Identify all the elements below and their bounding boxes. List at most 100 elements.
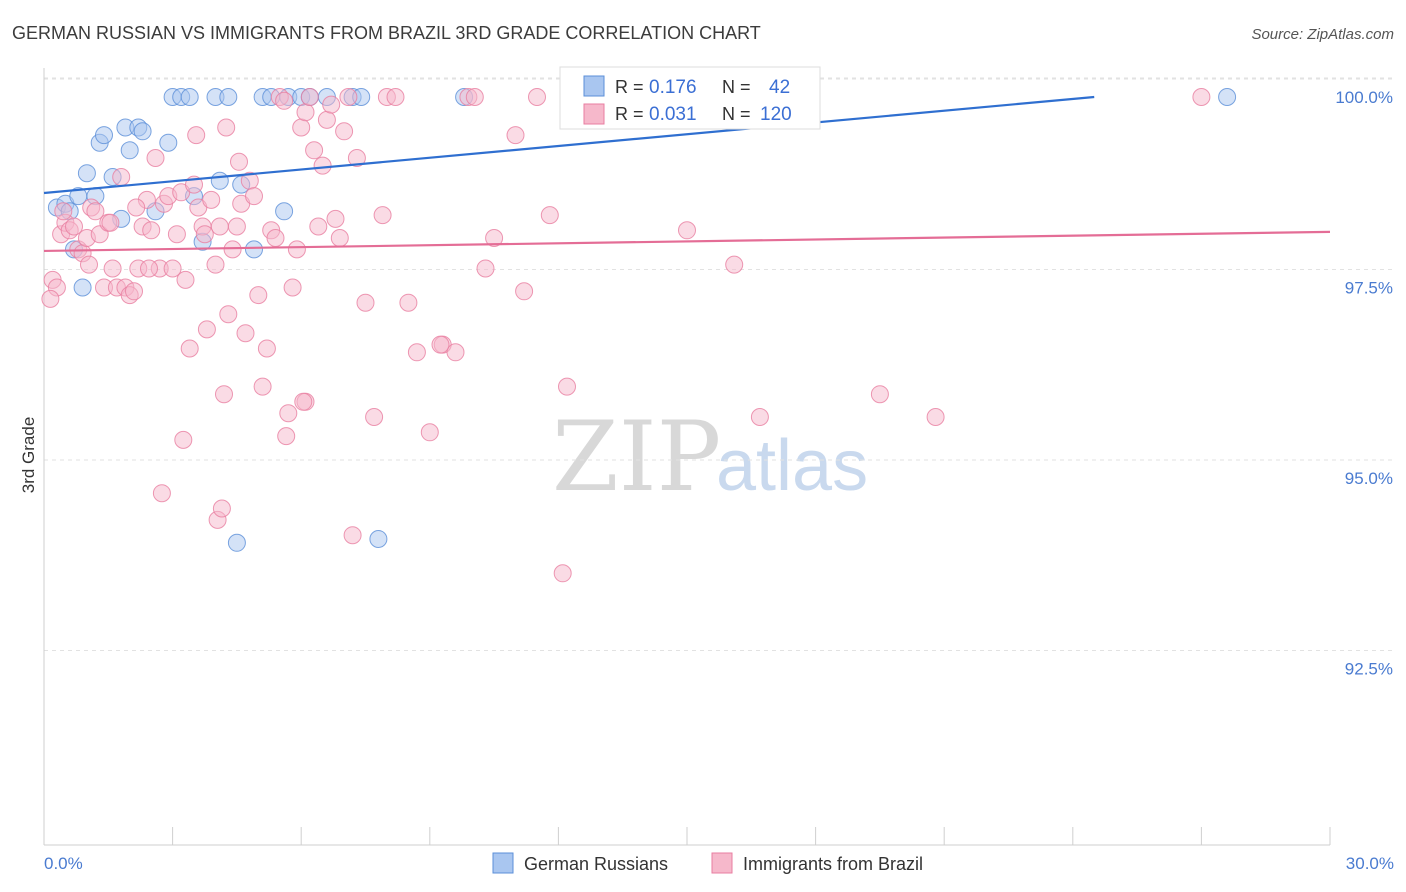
point-series1-78 bbox=[420, 423, 439, 442]
point-series1-5 bbox=[65, 217, 83, 236]
point-series1-87 bbox=[540, 206, 559, 225]
point-series1-38 bbox=[206, 255, 225, 274]
point-series0-5 bbox=[73, 278, 92, 297]
point-series1-95 bbox=[750, 408, 769, 426]
point-series1-110 bbox=[217, 118, 236, 137]
point-series1-98 bbox=[1192, 88, 1211, 106]
point-series1-107 bbox=[343, 526, 362, 545]
point-series1-41 bbox=[219, 305, 238, 324]
point-series1-63 bbox=[313, 156, 332, 175]
point-series1-84 bbox=[506, 126, 525, 145]
point-series1-39 bbox=[210, 217, 229, 236]
point-series1-117 bbox=[140, 259, 158, 278]
watermark: ZIP atlas bbox=[552, 401, 868, 513]
trend-lines bbox=[43, 95, 1331, 253]
stats-n-value-2: 120 bbox=[760, 104, 792, 125]
point-series1-23 bbox=[142, 221, 161, 240]
legend-swatch-german-russians bbox=[492, 852, 514, 874]
point-series0-41 bbox=[1218, 88, 1237, 106]
point-series1-50 bbox=[257, 339, 276, 358]
stats-r-label-2: R = bbox=[615, 104, 644, 124]
point-series1-48 bbox=[249, 286, 268, 305]
point-series1-86 bbox=[528, 88, 546, 106]
point-series0-17 bbox=[159, 133, 178, 152]
point-series0-31 bbox=[275, 202, 294, 221]
point-series1-60 bbox=[300, 88, 319, 106]
point-series1-76 bbox=[399, 293, 418, 312]
legend-label-immigrants-brazil: Immigrants from Brazil bbox=[743, 854, 923, 874]
point-series1-40 bbox=[215, 385, 233, 404]
point-series1-16 bbox=[112, 168, 131, 186]
stats-r-label-1: R = bbox=[615, 77, 644, 97]
point-series0-26 bbox=[227, 533, 246, 552]
point-series1-112 bbox=[431, 335, 450, 354]
point-series1-24 bbox=[146, 149, 165, 167]
point-series1-93 bbox=[725, 255, 744, 274]
point-series0-15 bbox=[133, 122, 152, 141]
stats-n-value-1: 42 bbox=[769, 77, 790, 98]
chart-title: GERMAN RUSSIAN VS IMMIGRANTS FROM BRAZIL… bbox=[12, 23, 761, 43]
point-series1-42 bbox=[223, 240, 242, 259]
trend-line-1 bbox=[43, 230, 1331, 253]
point-series1-82 bbox=[476, 259, 495, 278]
point-series1-36 bbox=[197, 320, 216, 339]
point-series1-75 bbox=[386, 88, 405, 106]
point-series1-14 bbox=[103, 259, 122, 278]
point-series1-29 bbox=[167, 225, 186, 244]
stats-legend-swatch-blue bbox=[583, 75, 605, 97]
point-series1-66 bbox=[326, 209, 345, 228]
point-series1-52 bbox=[266, 229, 285, 247]
point-series1-69 bbox=[339, 88, 358, 106]
point-series1-119 bbox=[230, 152, 248, 171]
point-series1-108 bbox=[553, 564, 572, 583]
stats-n-label-1: N = bbox=[722, 77, 751, 97]
point-series1-88 bbox=[558, 377, 576, 396]
point-series1-28 bbox=[163, 259, 182, 278]
stats-r-value-1: 0.176 bbox=[649, 77, 697, 98]
point-series1-19 bbox=[125, 282, 143, 301]
point-series1-102 bbox=[174, 430, 193, 449]
point-series1-113 bbox=[465, 88, 484, 106]
point-series1-67 bbox=[330, 229, 349, 247]
stats-r-value-2: 0.031 bbox=[649, 104, 697, 125]
point-series1-68 bbox=[335, 122, 354, 141]
chart-source: Source: ZipAtlas.com bbox=[1251, 26, 1394, 43]
y-tick-label-0: 100.0% bbox=[1335, 88, 1393, 107]
point-series1-32 bbox=[180, 339, 199, 358]
point-series1-96 bbox=[870, 385, 889, 404]
point-series1-97 bbox=[926, 408, 945, 426]
point-series1-85 bbox=[515, 282, 534, 301]
point-series1-37 bbox=[202, 190, 221, 209]
point-series1-111 bbox=[294, 392, 313, 411]
watermark-zip: ZIP bbox=[552, 401, 721, 513]
axes bbox=[43, 68, 1331, 846]
legend-label-german-russians: German Russians bbox=[524, 854, 668, 874]
point-series1-116 bbox=[101, 213, 120, 232]
stats-legend-swatch-pink bbox=[583, 103, 605, 125]
point-series1-64 bbox=[317, 110, 336, 129]
point-series1-58 bbox=[292, 118, 311, 137]
point-series1-109 bbox=[152, 484, 171, 503]
stats-n-label-2: N = bbox=[722, 104, 751, 124]
bottom-legend: German Russians Immigrants from Brazil bbox=[492, 852, 923, 874]
point-series1-80 bbox=[446, 343, 465, 362]
y-tick-label-3: 92.5% bbox=[1345, 660, 1393, 679]
point-series1-56 bbox=[283, 278, 302, 297]
point-series1-10 bbox=[86, 202, 105, 221]
point-series1-71 bbox=[356, 293, 375, 312]
point-series1-104 bbox=[212, 499, 231, 518]
point-series1-83 bbox=[485, 229, 504, 247]
point-series0-6 bbox=[77, 164, 96, 183]
x-tick-label-max: 30.0% bbox=[1346, 854, 1394, 873]
point-series1-115 bbox=[54, 202, 73, 221]
point-series1-47 bbox=[245, 187, 263, 206]
y-tick-labels: 100.0% 97.5% 95.0% 92.5% bbox=[1335, 88, 1393, 679]
point-series1-99 bbox=[41, 289, 60, 308]
point-series1-31 bbox=[176, 270, 195, 289]
point-series1-59 bbox=[296, 103, 315, 122]
x-tick-label-min: 0.0% bbox=[44, 854, 83, 873]
legend-swatch-immigrants-brazil bbox=[711, 852, 733, 874]
point-series1-43 bbox=[227, 217, 246, 236]
point-series1-101 bbox=[127, 198, 146, 217]
